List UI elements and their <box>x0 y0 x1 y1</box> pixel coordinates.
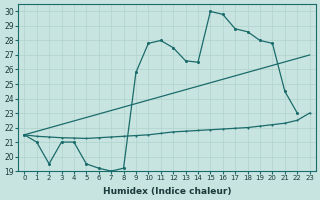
X-axis label: Humidex (Indice chaleur): Humidex (Indice chaleur) <box>103 187 231 196</box>
